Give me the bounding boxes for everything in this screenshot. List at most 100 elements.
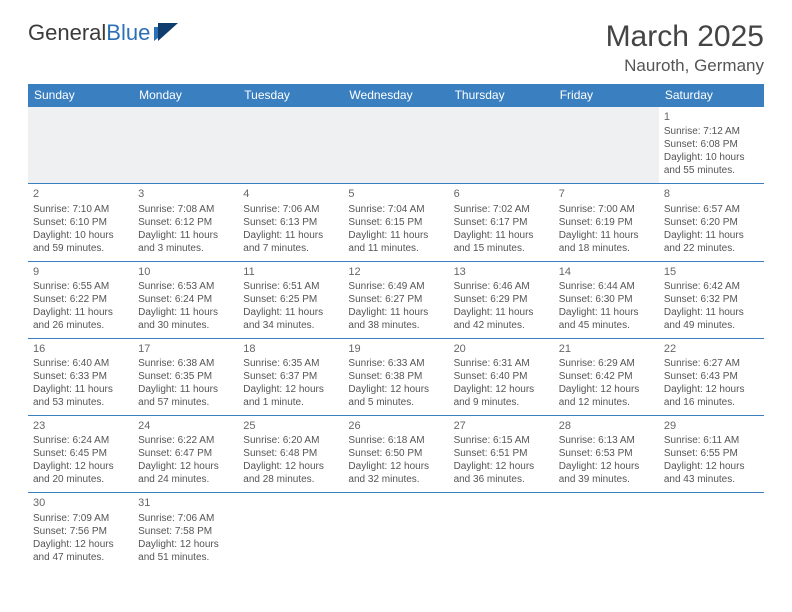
sunset-text: Sunset: 6:22 PM xyxy=(33,293,128,306)
calendar-week: 9Sunrise: 6:55 AMSunset: 6:22 PMDaylight… xyxy=(28,261,764,338)
sunset-text: Sunset: 6:53 PM xyxy=(559,447,654,460)
sunset-text: Sunset: 7:58 PM xyxy=(138,525,233,538)
calendar-day: 11Sunrise: 6:51 AMSunset: 6:25 PMDayligh… xyxy=(238,261,343,338)
day-number: 12 xyxy=(348,265,443,279)
calendar-day: 31Sunrise: 7:06 AMSunset: 7:58 PMDayligh… xyxy=(133,493,238,570)
daylight-text: Daylight: 11 hours and 34 minutes. xyxy=(243,306,338,332)
calendar-day: 24Sunrise: 6:22 AMSunset: 6:47 PMDayligh… xyxy=(133,416,238,493)
calendar-week: 1Sunrise: 7:12 AMSunset: 6:08 PMDaylight… xyxy=(28,107,764,184)
sunset-text: Sunset: 6:47 PM xyxy=(138,447,233,460)
sunset-text: Sunset: 6:33 PM xyxy=(33,370,128,383)
sunset-text: Sunset: 6:50 PM xyxy=(348,447,443,460)
calendar-empty xyxy=(238,493,343,570)
calendar-day: 16Sunrise: 6:40 AMSunset: 6:33 PMDayligh… xyxy=(28,338,133,415)
daylight-text: Daylight: 11 hours and 18 minutes. xyxy=(559,229,654,255)
sunset-text: Sunset: 6:13 PM xyxy=(243,216,338,229)
sunrise-text: Sunrise: 6:42 AM xyxy=(664,280,759,293)
calendar-week: 16Sunrise: 6:40 AMSunset: 6:33 PMDayligh… xyxy=(28,338,764,415)
daylight-text: Daylight: 11 hours and 11 minutes. xyxy=(348,229,443,255)
day-number: 30 xyxy=(33,496,128,510)
sunrise-text: Sunrise: 6:40 AM xyxy=(33,357,128,370)
calendar-empty xyxy=(343,107,448,184)
sunrise-text: Sunrise: 6:44 AM xyxy=(559,280,654,293)
sunset-text: Sunset: 6:42 PM xyxy=(559,370,654,383)
sunrise-text: Sunrise: 7:04 AM xyxy=(348,203,443,216)
sunset-text: Sunset: 6:43 PM xyxy=(664,370,759,383)
day-number: 23 xyxy=(33,419,128,433)
calendar-day: 5Sunrise: 7:04 AMSunset: 6:15 PMDaylight… xyxy=(343,184,448,261)
day-number: 17 xyxy=(138,342,233,356)
day-number: 4 xyxy=(243,187,338,201)
daylight-text: Daylight: 11 hours and 22 minutes. xyxy=(664,229,759,255)
daylight-text: Daylight: 11 hours and 42 minutes. xyxy=(454,306,549,332)
calendar-day: 13Sunrise: 6:46 AMSunset: 6:29 PMDayligh… xyxy=(449,261,554,338)
daylight-text: Daylight: 11 hours and 49 minutes. xyxy=(664,306,759,332)
sunset-text: Sunset: 6:48 PM xyxy=(243,447,338,460)
sunset-text: Sunset: 7:56 PM xyxy=(33,525,128,538)
sunset-text: Sunset: 6:37 PM xyxy=(243,370,338,383)
calendar-body: 1Sunrise: 7:12 AMSunset: 6:08 PMDaylight… xyxy=(28,107,764,570)
daylight-text: Daylight: 12 hours and 20 minutes. xyxy=(33,460,128,486)
month-title: March 2025 xyxy=(606,20,764,54)
daylight-text: Daylight: 12 hours and 28 minutes. xyxy=(243,460,338,486)
sunrise-text: Sunrise: 6:29 AM xyxy=(559,357,654,370)
sunset-text: Sunset: 6:19 PM xyxy=(559,216,654,229)
sunrise-text: Sunrise: 7:00 AM xyxy=(559,203,654,216)
weekday-header: Saturday xyxy=(659,84,764,107)
sunset-text: Sunset: 6:27 PM xyxy=(348,293,443,306)
daylight-text: Daylight: 12 hours and 47 minutes. xyxy=(33,538,128,564)
calendar-day: 6Sunrise: 7:02 AMSunset: 6:17 PMDaylight… xyxy=(449,184,554,261)
calendar-day: 25Sunrise: 6:20 AMSunset: 6:48 PMDayligh… xyxy=(238,416,343,493)
calendar-day: 1Sunrise: 7:12 AMSunset: 6:08 PMDaylight… xyxy=(659,107,764,184)
daylight-text: Daylight: 12 hours and 51 minutes. xyxy=(138,538,233,564)
sunrise-text: Sunrise: 6:11 AM xyxy=(664,434,759,447)
daylight-text: Daylight: 11 hours and 53 minutes. xyxy=(33,383,128,409)
day-number: 14 xyxy=(559,265,654,279)
sunrise-text: Sunrise: 7:06 AM xyxy=(243,203,338,216)
daylight-text: Daylight: 11 hours and 3 minutes. xyxy=(138,229,233,255)
calendar-day: 15Sunrise: 6:42 AMSunset: 6:32 PMDayligh… xyxy=(659,261,764,338)
calendar-day: 23Sunrise: 6:24 AMSunset: 6:45 PMDayligh… xyxy=(28,416,133,493)
sunrise-text: Sunrise: 6:20 AM xyxy=(243,434,338,447)
sunrise-text: Sunrise: 7:06 AM xyxy=(138,512,233,525)
sunset-text: Sunset: 6:17 PM xyxy=(454,216,549,229)
weekday-header: Thursday xyxy=(449,84,554,107)
calendar-week: 2Sunrise: 7:10 AMSunset: 6:10 PMDaylight… xyxy=(28,184,764,261)
calendar-day: 18Sunrise: 6:35 AMSunset: 6:37 PMDayligh… xyxy=(238,338,343,415)
daylight-text: Daylight: 12 hours and 5 minutes. xyxy=(348,383,443,409)
daylight-text: Daylight: 12 hours and 32 minutes. xyxy=(348,460,443,486)
sunrise-text: Sunrise: 6:33 AM xyxy=(348,357,443,370)
daylight-text: Daylight: 12 hours and 24 minutes. xyxy=(138,460,233,486)
sunrise-text: Sunrise: 6:24 AM xyxy=(33,434,128,447)
weekday-header: Wednesday xyxy=(343,84,448,107)
sunrise-text: Sunrise: 7:12 AM xyxy=(664,125,759,138)
day-number: 15 xyxy=(664,265,759,279)
day-number: 22 xyxy=(664,342,759,356)
sunrise-text: Sunrise: 6:57 AM xyxy=(664,203,759,216)
daylight-text: Daylight: 11 hours and 26 minutes. xyxy=(33,306,128,332)
weekday-header: Monday xyxy=(133,84,238,107)
calendar-day: 14Sunrise: 6:44 AMSunset: 6:30 PMDayligh… xyxy=(554,261,659,338)
weekday-header: Friday xyxy=(554,84,659,107)
calendar-day: 8Sunrise: 6:57 AMSunset: 6:20 PMDaylight… xyxy=(659,184,764,261)
calendar-day: 4 Sunrise: 7:06 AMSunset: 6:13 PMDaylight… xyxy=(238,184,343,261)
sunrise-text: Sunrise: 6:49 AM xyxy=(348,280,443,293)
day-number: 9 xyxy=(33,265,128,279)
sunrise-text: Sunrise: 7:10 AM xyxy=(33,203,128,216)
sunrise-text: Sunrise: 6:38 AM xyxy=(138,357,233,370)
calendar-empty xyxy=(133,107,238,184)
calendar-day: 3Sunrise: 7:08 AMSunset: 6:12 PMDaylight… xyxy=(133,184,238,261)
sunset-text: Sunset: 6:51 PM xyxy=(454,447,549,460)
day-number: 27 xyxy=(454,419,549,433)
sunrise-text: Sunrise: 6:13 AM xyxy=(559,434,654,447)
day-number: 19 xyxy=(348,342,443,356)
flag-icon xyxy=(154,23,180,43)
daylight-text: Daylight: 12 hours and 9 minutes. xyxy=(454,383,549,409)
weekday-header: Tuesday xyxy=(238,84,343,107)
title-block: March 2025 Nauroth, Germany xyxy=(606,20,764,76)
day-number: 25 xyxy=(243,419,338,433)
sunrise-text: Sunrise: 6:35 AM xyxy=(243,357,338,370)
day-number: 18 xyxy=(243,342,338,356)
sunset-text: Sunset: 6:40 PM xyxy=(454,370,549,383)
daylight-text: Daylight: 11 hours and 7 minutes. xyxy=(243,229,338,255)
